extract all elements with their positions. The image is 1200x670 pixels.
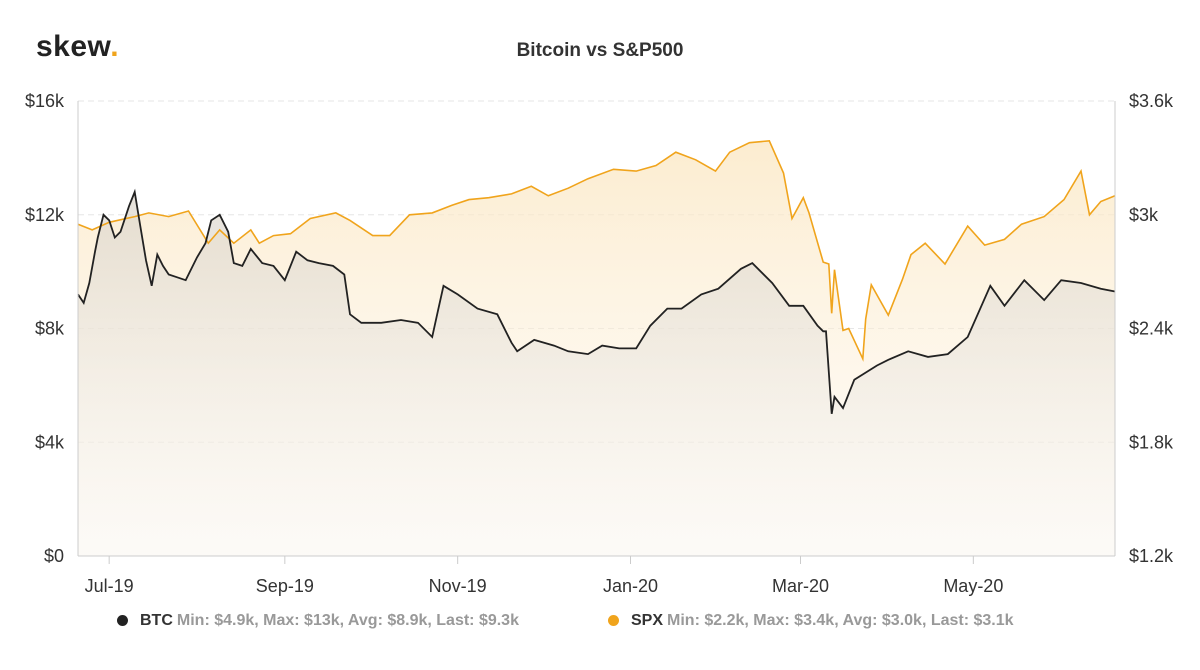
legend-name-btc: BTC <box>140 612 173 629</box>
btc-legend-dot <box>117 615 128 626</box>
legend-name-spx: SPX <box>631 612 664 629</box>
y-right-tick-label: $2.4k <box>1129 319 1174 339</box>
legend: BTC Min: $4.9k, Max: $13k, Avg: $8.9k, La… <box>0 612 1200 636</box>
skew-logo: skew. <box>36 30 119 64</box>
x-tick-label: Sep-19 <box>256 576 314 596</box>
legend-stats-btc: Min: $4.9k, Max: $13k, Avg: $8.9k, Last:… <box>176 612 519 629</box>
spx-legend-dot <box>608 615 619 626</box>
x-tick-label: Mar-20 <box>772 576 829 596</box>
y-right-tick-label: $1.2k <box>1129 546 1174 566</box>
chart-title: Bitcoin vs S&P500 <box>516 40 684 61</box>
x-axis-ticks: Jul-19 Sep-19 Nov-19 Jan-20 Mar-20 May-20 <box>85 556 1003 596</box>
y-right-tick-label: $3k <box>1129 205 1159 225</box>
left-axis-ticks: $0 $4k $8k $12k $16k <box>25 91 65 566</box>
legend-stats-spx: Min: $2.2k, Max: $3.4k, Avg: $3.0k, Last… <box>667 612 1014 629</box>
y-left-tick-label: $4k <box>35 432 65 452</box>
x-tick-label: Jan-20 <box>603 576 658 596</box>
y-right-tick-label: $1.8k <box>1129 432 1174 452</box>
x-tick-label: Nov-19 <box>429 576 487 596</box>
x-tick-label: Jul-19 <box>85 576 134 596</box>
spx-series-line <box>77 139 1116 362</box>
y-left-tick-label: $8k <box>35 319 65 339</box>
x-tick-label: May-20 <box>943 576 1003 596</box>
logo-dot: . <box>110 30 120 63</box>
legend-item-spx[interactable]: SPX Min: $2.2k, Max: $3.4k, Avg: $3.0k, L… <box>608 612 1014 630</box>
y-left-tick-label: $0 <box>44 546 64 566</box>
y-left-tick-label: $16k <box>25 91 65 111</box>
y-left-tick-label: $12k <box>25 205 65 225</box>
legend-item-btc[interactable]: BTC Min: $4.9k, Max: $13k, Avg: $8.9k, La… <box>117 612 519 630</box>
btc-area <box>78 192 1115 556</box>
logo-text: skew <box>36 30 111 63</box>
btc-series-line <box>77 188 1116 414</box>
y-right-tick-label: $3.6k <box>1129 91 1174 111</box>
axes <box>77 101 1116 557</box>
right-axis-ticks: $1.2k $1.8k $2.4k $3k $3.6k <box>1129 91 1174 566</box>
